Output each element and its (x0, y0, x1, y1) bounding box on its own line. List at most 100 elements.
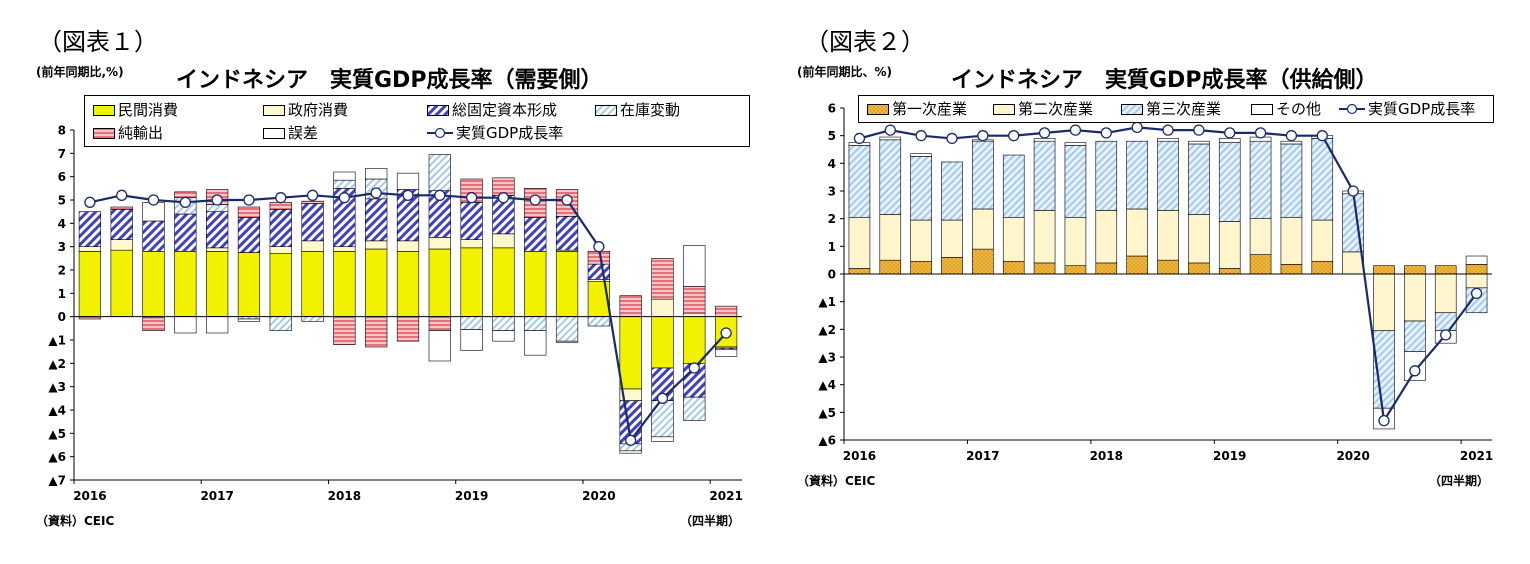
bar-segment-primary (1188, 262, 1210, 275)
bar-segment-secondary (1157, 210, 1179, 261)
bar-segment-tertiary (1126, 140, 1148, 210)
x-tick-label: 2021 (1460, 449, 1493, 463)
gdp-point (179, 196, 191, 208)
legend-label-inventory: 在庫変動 (620, 101, 681, 119)
bar-segment-tertiary (1280, 143, 1303, 218)
bar-segment-tertiary (1404, 320, 1426, 352)
gdp-point (720, 327, 732, 339)
bar-segment-primary (1064, 265, 1087, 275)
bar-segment-primary (1157, 259, 1179, 275)
gdp-point (465, 192, 478, 204)
bar-segment-tertiary (1249, 140, 1272, 219)
gdp-point (1440, 329, 1452, 341)
legend-swatch-tertiary (1121, 104, 1143, 115)
gdp-point (1162, 124, 1174, 136)
bar-segment-primary (1280, 264, 1303, 275)
bar-segment-government-consumption (460, 239, 483, 249)
bar-segment-tertiary (1188, 143, 1210, 215)
bar-segment-government-consumption (301, 240, 324, 252)
y-tick-label: 2 (828, 212, 836, 226)
bar-segment-discrepancy (524, 330, 547, 356)
y-tick-label: ▲3 (48, 380, 66, 394)
bar-segment-private-consumption (619, 316, 642, 390)
figure-1-source: （資料）CEIC (36, 514, 115, 528)
bar-segment-tertiary (941, 161, 963, 221)
bar-segment-net-exports (237, 206, 261, 218)
bar-segment-secondary (1033, 210, 1056, 264)
bar-segment-gfcf (174, 213, 197, 252)
gdp-point (370, 187, 382, 199)
legend-swatch-government-consumption (263, 105, 285, 116)
bar-segment-private-consumption (142, 251, 165, 317)
bar-segment-government-consumption (587, 279, 610, 282)
x-tick-label: 2019 (1213, 449, 1246, 463)
bar-segment-primary (1126, 255, 1148, 275)
bar-segment-tertiary (972, 140, 994, 210)
bar-segment-others (1033, 138, 1056, 142)
bar-segment-government-consumption (333, 246, 356, 252)
legend-swatch-inventory (595, 105, 617, 116)
bar-segment-private-consumption (683, 316, 706, 364)
bar-segment-secondary (1064, 216, 1087, 267)
y-tick-label: ▲1 (48, 334, 66, 348)
bar-segment-private-consumption (333, 251, 356, 317)
bar-segment-secondary (941, 219, 963, 258)
y-tick-label: ▲5 (48, 427, 66, 441)
bar-segment-inventory (555, 316, 579, 342)
bar-segment-primary (1218, 268, 1241, 275)
gdp-point (1378, 414, 1390, 427)
bar-segment-net-exports (619, 295, 642, 317)
figure-2-period-note: （四半期） (1429, 474, 1490, 488)
legend-item-government-consumption: 政府消費 (263, 102, 348, 118)
gdp-point (497, 192, 510, 204)
bar-segment-inventory (428, 154, 451, 191)
bar-segment-secondary (1249, 218, 1272, 255)
y-tick-label: 1 (58, 287, 66, 301)
x-tick-label: 2016 (843, 449, 876, 463)
figure-2-label: （図表２） (805, 28, 925, 56)
figure-1-period-note: （四半期） (680, 514, 741, 528)
gdp-point (147, 194, 160, 206)
y-tick-label: ▲4 (48, 404, 66, 418)
gdp-point (688, 362, 700, 374)
bar-segment-discrepancy (333, 171, 356, 181)
y-tick-label: ▲2 (818, 323, 836, 337)
legend-label-gdp: 実質GDP成長率 (456, 124, 564, 142)
legend-item-gdp: 実質GDP成長率 (1339, 101, 1475, 117)
bar-segment-primary (1002, 261, 1025, 275)
bar-segment-private-consumption (269, 253, 292, 317)
bar-segment-private-consumption (428, 248, 451, 317)
bar-segment-primary (879, 259, 902, 275)
bar-segment-secondary (1311, 219, 1334, 262)
legend-swatch-gfcf (427, 105, 449, 116)
bar-segment-secondary (1095, 210, 1118, 264)
bar-segment-net-exports (365, 316, 388, 348)
bar-segment-tertiary (1095, 140, 1118, 211)
bar-segment-discrepancy (174, 316, 197, 334)
x-tick-label: 2020 (582, 489, 615, 503)
bar-segment-private-consumption (174, 251, 197, 317)
legend-label-gdp: 実質GDP成長率 (1368, 100, 1476, 118)
bar-segment-private-consumption (78, 251, 102, 317)
gdp-point (1409, 365, 1421, 377)
bar-segment-government-consumption (492, 233, 515, 249)
gdp-point (434, 189, 446, 201)
bar-segment-others (910, 153, 932, 157)
y-tick-label: 4 (58, 217, 66, 231)
gdp-point (946, 132, 958, 145)
bar-segment-tertiary (848, 145, 871, 218)
legend-item-primary: 第一次産業 (867, 101, 967, 117)
gdp-point (561, 194, 573, 206)
bar-segment-inventory (524, 316, 547, 331)
bar-segment-others (879, 136, 902, 141)
y-tick-label: ▲3 (818, 351, 836, 365)
bar-segment-primary (972, 248, 994, 275)
bar-segment-government-consumption (206, 247, 229, 252)
bar-segment-discrepancy (237, 318, 261, 322)
gdp-point (275, 192, 287, 204)
gdp-point (529, 194, 541, 206)
figure-2-unit-label: (前年同期比、%) (797, 65, 892, 79)
bar-segment-government-consumption (269, 246, 292, 254)
bar-segment-secondary (879, 214, 902, 261)
legend-label-net-exports: 純輸出 (118, 124, 164, 142)
